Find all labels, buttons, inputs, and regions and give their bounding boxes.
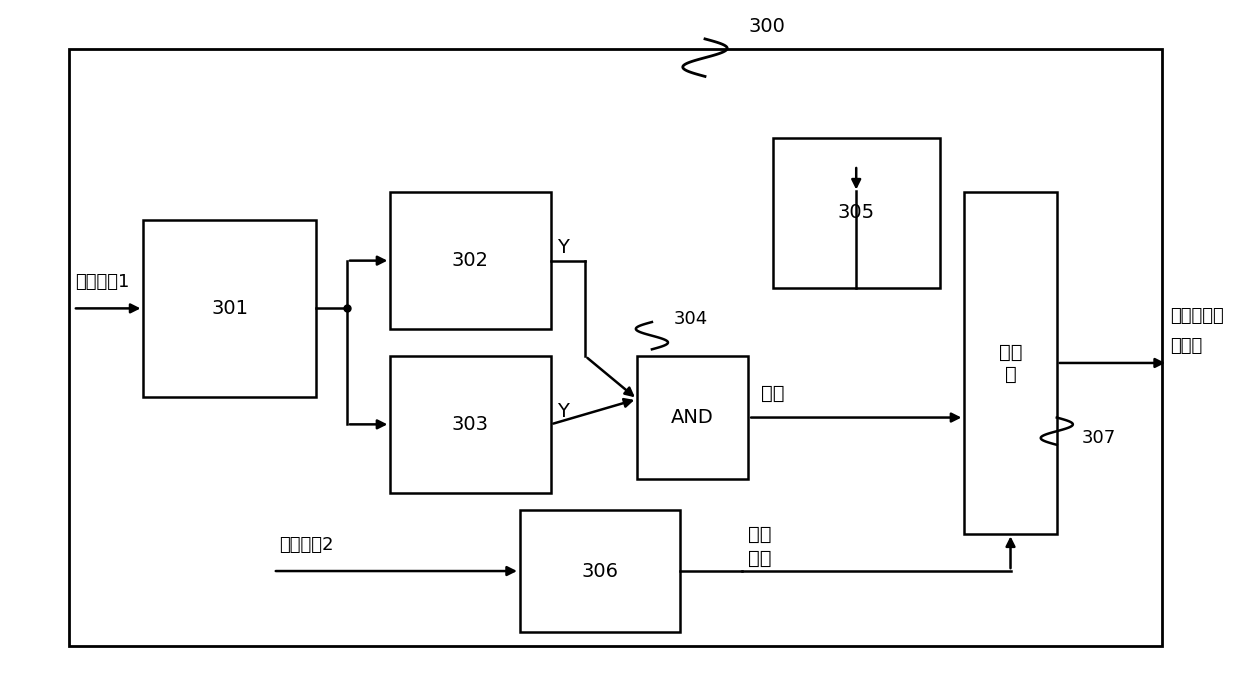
- Text: 控制输入2: 控制输入2: [279, 536, 334, 554]
- Bar: [520, 510, 681, 632]
- Text: 的信号: 的信号: [1171, 337, 1203, 355]
- Bar: [773, 138, 940, 288]
- Text: 302: 302: [451, 251, 489, 270]
- Bar: [965, 192, 1056, 534]
- Text: 选择
器: 选择 器: [998, 342, 1022, 384]
- Bar: [69, 49, 1162, 646]
- Text: 301: 301: [211, 299, 248, 318]
- Text: Y: Y: [557, 402, 569, 421]
- Text: 305: 305: [838, 203, 874, 223]
- Bar: [391, 356, 551, 493]
- Text: 到旁路开关: 到旁路开关: [1171, 308, 1224, 325]
- Text: 控制输入1: 控制输入1: [76, 273, 130, 291]
- Text: 300: 300: [748, 17, 785, 36]
- Text: AND: AND: [671, 408, 714, 427]
- Bar: [637, 356, 748, 479]
- Text: Y: Y: [557, 238, 569, 258]
- Text: 303: 303: [451, 415, 489, 434]
- Text: 307: 307: [1081, 429, 1116, 447]
- Bar: [391, 192, 551, 329]
- Text: 304: 304: [675, 310, 708, 327]
- Bar: [144, 220, 316, 397]
- Text: 306: 306: [582, 562, 619, 581]
- Text: 插入: 插入: [748, 549, 771, 568]
- Text: 旁路: 旁路: [760, 384, 784, 403]
- Text: 重新: 重新: [748, 525, 771, 544]
